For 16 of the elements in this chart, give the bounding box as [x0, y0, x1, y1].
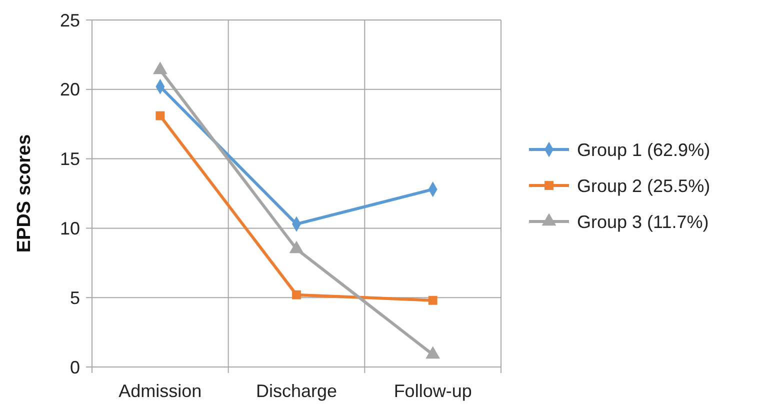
point — [156, 111, 165, 120]
y-tick-label: 15 — [60, 149, 80, 170]
legend-label: Group 1 (62.9%) — [577, 140, 710, 160]
y-tick-label: 20 — [60, 80, 80, 100]
y-axis-title: EPDS scores — [14, 134, 35, 253]
point — [292, 290, 301, 300]
y-tick-label: 10 — [60, 218, 80, 238]
x-tick-label: Admission — [118, 381, 202, 401]
y-tick-label: 25 — [60, 10, 80, 30]
y-tick-label: 0 — [70, 357, 80, 378]
y-tick-label: 5 — [70, 288, 80, 308]
x-tick-label: Discharge — [256, 381, 338, 401]
legend-label: Group 3 (11.7%) — [577, 212, 709, 232]
x-tick-label: Follow-up — [394, 381, 472, 401]
point — [428, 296, 438, 305]
legend-label: Group 2 (25.5%) — [577, 176, 710, 196]
